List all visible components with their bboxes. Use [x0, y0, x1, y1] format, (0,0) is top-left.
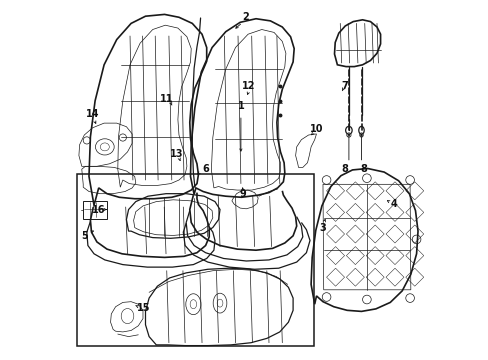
- Text: 9: 9: [239, 189, 245, 199]
- Text: 3: 3: [319, 222, 325, 233]
- Text: 15: 15: [137, 303, 150, 313]
- Text: 8: 8: [341, 164, 348, 174]
- Text: 8: 8: [360, 164, 366, 174]
- Text: 7: 7: [341, 81, 347, 91]
- Text: 11: 11: [160, 94, 174, 104]
- Ellipse shape: [345, 126, 351, 134]
- Text: 13: 13: [170, 149, 183, 159]
- Text: 5: 5: [81, 231, 87, 241]
- Ellipse shape: [358, 126, 364, 134]
- Text: 1: 1: [237, 101, 244, 111]
- Text: 10: 10: [309, 124, 323, 134]
- Bar: [83, 201, 106, 219]
- Text: 2: 2: [242, 12, 248, 22]
- Text: 4: 4: [390, 199, 396, 210]
- Text: 12: 12: [242, 81, 255, 91]
- Bar: [77, 174, 313, 346]
- Text: 6: 6: [202, 164, 208, 174]
- Text: 14: 14: [86, 109, 99, 120]
- Text: 16: 16: [92, 204, 105, 215]
